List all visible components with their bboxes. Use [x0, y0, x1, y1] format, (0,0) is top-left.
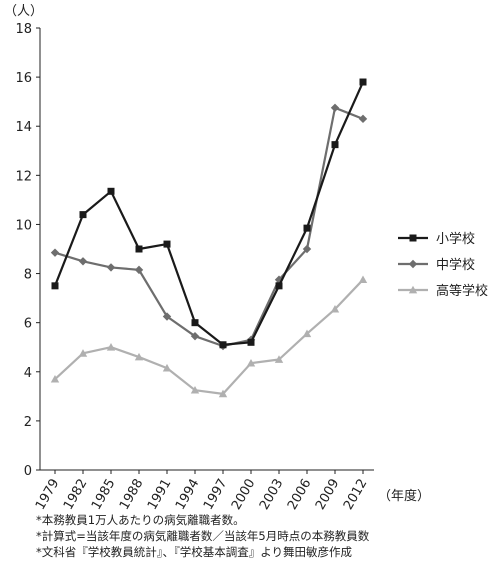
data-point-square — [303, 224, 311, 232]
data-point-square — [331, 141, 339, 149]
data-point-diamond — [302, 244, 312, 254]
data-point-square — [163, 240, 171, 248]
x-tick-label: 1988 — [117, 477, 147, 511]
data-point-square — [247, 338, 255, 346]
x-tick-label: 2000 — [229, 477, 259, 511]
data-point-diamond — [134, 265, 144, 275]
x-tick-label: 1997 — [201, 477, 231, 511]
y-tick-label: 4 — [24, 366, 32, 381]
data-point-square — [191, 319, 199, 327]
data-point-square — [275, 282, 283, 290]
x-tick-label: 1994 — [173, 477, 203, 511]
data-point-diamond — [330, 103, 340, 113]
footnote-2: *計算式=当該年度の病気離職者数／当該年5月時点の本務教員数 — [36, 529, 370, 543]
y-tick-label: 18 — [15, 22, 32, 37]
data-point-diamond — [408, 259, 418, 269]
x-axis-unit: （年度） — [378, 488, 430, 504]
y-tick-label: 14 — [15, 120, 32, 135]
data-point-triangle — [274, 355, 284, 363]
y-axis-unit: （人） — [4, 4, 43, 19]
legend-item-2: 中学校 — [398, 257, 475, 273]
y-tick-label: 16 — [15, 71, 32, 86]
data-point-diamond — [106, 263, 116, 272]
data-point-square — [135, 245, 143, 253]
data-point-square — [79, 211, 87, 219]
data-point-diamond — [78, 257, 88, 266]
data-point-square — [51, 282, 59, 290]
y-tick-label: 10 — [15, 218, 32, 233]
data-point-square — [107, 187, 115, 195]
data-point-triangle — [246, 358, 256, 367]
footnotes: *本務教員1万人あたりの病気離職者数。 *計算式=当該年度の病気離職者数／当該年… — [36, 512, 496, 560]
series-line — [54, 278, 364, 395]
y-tick-label: 0 — [24, 464, 32, 479]
legend-label: 中学校 — [436, 257, 475, 273]
data-point-triangle — [330, 304, 340, 313]
data-point-square — [409, 234, 417, 242]
series-layer — [50, 78, 368, 398]
x-tick-label: 2006 — [285, 477, 315, 511]
data-point-triangle — [106, 343, 116, 351]
data-point-triangle — [50, 374, 60, 383]
data-point-triangle — [134, 352, 144, 361]
footnote-3: *文科省『学校教員統計』、『学校基本調査』より舞田敏彦作成 — [36, 545, 353, 559]
data-point-triangle — [408, 285, 418, 294]
x-tick-label: 2012 — [341, 477, 371, 511]
data-point-triangle — [218, 389, 228, 398]
data-point-triangle — [162, 363, 172, 372]
axes — [36, 27, 374, 474]
line-chart: （人） （年度） 0 2 4 6 8 10 12 14 16 18 197919821985198… — [4, 4, 488, 511]
x-tick-label: 1991 — [145, 477, 175, 511]
series-line — [54, 106, 364, 348]
data-point-triangle — [302, 329, 312, 338]
legend-label: 小学校 — [436, 231, 475, 247]
data-point-diamond — [50, 248, 60, 257]
x-tick-label: 2003 — [257, 477, 287, 511]
series-3 — [50, 275, 368, 398]
y-tick-label: 8 — [24, 268, 32, 283]
legend-label: 高等学校 — [436, 283, 488, 299]
data-point-triangle — [190, 385, 200, 394]
y-tick-labels: 0 2 4 6 8 10 12 14 16 18 — [15, 22, 32, 479]
series-2 — [50, 103, 368, 351]
x-tick-label: 1985 — [89, 477, 119, 511]
footnote-1: *本務教員1万人あたりの病気離職者数。 — [36, 513, 245, 527]
x-tick-label: 1979 — [33, 477, 63, 511]
data-point-square — [359, 78, 367, 86]
series-line — [53, 81, 365, 346]
y-tick-label: 6 — [24, 317, 32, 332]
x-tick-label: 2009 — [313, 477, 343, 511]
data-point-square — [219, 341, 227, 349]
data-point-diamond — [358, 114, 368, 124]
data-point-triangle — [358, 275, 368, 284]
y-tick-label: 12 — [15, 169, 32, 184]
legend-item-3: 高等学校 — [398, 283, 488, 299]
data-point-diamond — [162, 312, 172, 321]
y-tick-label: 2 — [24, 415, 32, 430]
x-tick-label: 1982 — [61, 477, 91, 511]
legend-item-1: 小学校 — [398, 231, 475, 247]
x-tick-labels: 1979198219851988199119941997200020032006… — [33, 477, 371, 511]
data-point-diamond — [190, 331, 200, 341]
series-1 — [51, 78, 367, 349]
data-point-triangle — [78, 349, 88, 357]
